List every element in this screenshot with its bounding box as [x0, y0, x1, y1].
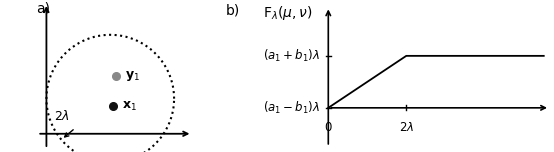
Text: $0$: $0$	[324, 121, 332, 134]
Text: $\mathbf{x}_1$: $\mathbf{x}_1$	[122, 100, 137, 113]
Text: $\|\mathbf{x}_1 -$: $\|\mathbf{x}_1 -$	[552, 100, 554, 116]
Text: $(a_1+b_1)\lambda$: $(a_1+b_1)\lambda$	[263, 48, 320, 64]
Text: $2\lambda$: $2\lambda$	[399, 121, 414, 134]
Text: b): b)	[225, 4, 240, 18]
Text: a): a)	[36, 2, 50, 16]
Text: $(a_1-b_1)\lambda$: $(a_1-b_1)\lambda$	[263, 100, 320, 116]
Text: $2\lambda$: $2\lambda$	[54, 109, 70, 123]
Text: $\mathbf{y}_1$: $\mathbf{y}_1$	[125, 69, 141, 83]
Text: $\mathrm{F}_{\lambda}(\mu,\nu)$: $\mathrm{F}_{\lambda}(\mu,\nu)$	[263, 4, 312, 22]
